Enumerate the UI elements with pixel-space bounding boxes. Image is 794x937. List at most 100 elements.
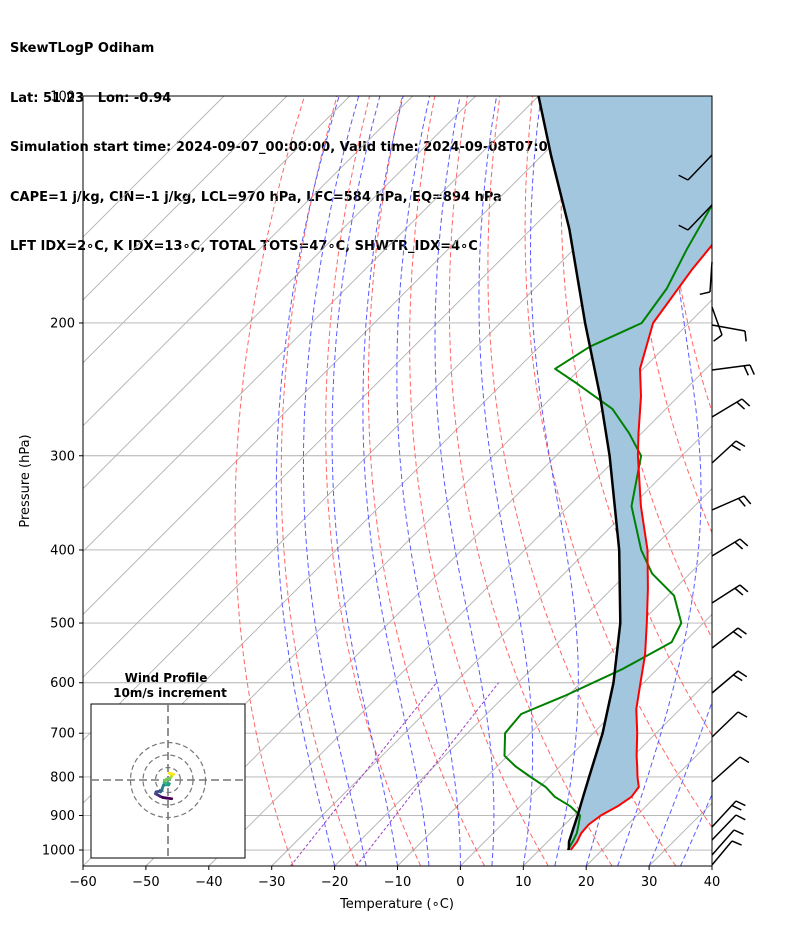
isotherm-line: [83, 96, 414, 427]
isotherm-line: [83, 96, 602, 616]
dry-adiabat: [409, 96, 549, 866]
wind-barb-flag: [737, 627, 747, 635]
x-axis-label: Temperature (∘C): [339, 897, 454, 912]
parcel-line: [537, 96, 622, 851]
wind-barb-flag: [734, 587, 744, 596]
moist-adiabat: [478, 96, 534, 866]
wind-barb-shaft: [711, 364, 751, 371]
wind-barb-flag: [734, 541, 744, 550]
hodograph-trace-segment: [170, 772, 176, 776]
wind-barb-shaft: [711, 584, 741, 604]
wind-barb-shaft: [711, 814, 737, 841]
x-tick-label: 30: [641, 875, 658, 890]
hodograph-subtitle: 10m/s increment: [113, 686, 227, 700]
isotherm-line: [334, 487, 712, 866]
wind-barb-shaft: [711, 711, 739, 738]
x-tick-label: −60: [69, 875, 96, 890]
y-tick-label: 900: [50, 809, 75, 824]
wind-barb: [711, 306, 723, 342]
wind-barb-shaft: [711, 440, 737, 464]
wind-barb: [711, 324, 747, 342]
wind-barb: [711, 440, 746, 464]
wind-barb-flag: [736, 401, 746, 410]
wind-barb: [711, 670, 748, 694]
mixing-ratio-line: [290, 682, 437, 866]
y-tick-label: 700: [50, 727, 75, 742]
wind-barb-flag: [733, 674, 743, 682]
temperature-line: [569, 243, 712, 851]
wind-barb-shaft: [711, 840, 733, 866]
x-tick-label: −10: [384, 875, 411, 890]
moist-adiabat: [680, 793, 712, 866]
y-tick-label: 500: [50, 617, 75, 632]
hodograph-inset: Wind Profile 10m/s increment: [90, 671, 246, 859]
wind-barb-flag: [739, 538, 749, 547]
dewpoint-line: [503, 202, 712, 851]
series-lines: [503, 96, 712, 851]
wind-barb-flag: [743, 365, 750, 376]
wind-barb-shaft: [711, 829, 735, 856]
wind-barb-flag: [735, 800, 746, 807]
wind-barb-shaft: [711, 627, 739, 649]
moist-adiabat: [396, 96, 461, 866]
isotherm-line: [397, 550, 712, 866]
y-tick-label: 100: [50, 90, 75, 105]
x-tick-label: −30: [258, 875, 285, 890]
wind-barb: [711, 627, 747, 649]
x-tick-label: 40: [704, 875, 721, 890]
wind-barb-flag: [741, 398, 751, 407]
wind-barb: [711, 814, 746, 841]
wind-barb-flag: [744, 330, 747, 342]
wind-barb: [711, 829, 744, 856]
wind-barb: [678, 204, 713, 231]
wind-barb-flag: [733, 829, 744, 836]
dry-adiabat: [487, 96, 677, 866]
wind-barbs: [678, 154, 755, 866]
wind-barb-flag: [678, 224, 689, 231]
cape-shading: [538, 96, 712, 850]
isotherm-line: [460, 613, 712, 866]
isotherm-line: [711, 865, 712, 866]
x-tick-label: −50: [132, 875, 159, 890]
wind-barb-flag: [739, 584, 749, 593]
wind-barb-shaft: [711, 670, 739, 694]
moist-adiabat: [362, 96, 430, 866]
wind-barb-flag: [713, 334, 723, 342]
y-tick-label: 800: [50, 770, 75, 785]
wind-barb: [711, 364, 755, 376]
dry-adiabat: [524, 96, 712, 829]
wind-barb-shaft: [711, 324, 746, 332]
wind-barb-flag: [743, 495, 752, 505]
dry-adiabat: [234, 96, 305, 866]
wind-barb: [711, 538, 749, 557]
dry-adiabat: [662, 96, 712, 414]
wind-barb-flag: [735, 814, 746, 821]
y-axis-label: Pressure (hPa): [18, 434, 33, 527]
moist-adiabat: [331, 96, 398, 866]
wind-barb-flag: [737, 711, 748, 718]
isotherm-line: [83, 96, 476, 490]
cape-area: [538, 96, 712, 850]
moist-adiabat: [275, 96, 340, 866]
wind-barb-flag: [737, 497, 746, 507]
isotherm-line: [83, 96, 351, 364]
x-tick-label: −40: [195, 875, 222, 890]
isotherm-line: [271, 425, 712, 866]
wind-barb-shaft: [711, 306, 723, 336]
moist-adiabat: [434, 96, 495, 866]
wind-barb-flag: [735, 440, 746, 447]
wind-barb-flag: [678, 174, 689, 181]
wind-barb-shaft: [687, 154, 713, 181]
wind-barb: [711, 495, 752, 511]
title-line: SkewTLogP Odiham: [10, 41, 155, 56]
wind-barb: [711, 756, 750, 783]
wind-barb-shaft: [709, 261, 713, 293]
moist-adiabat: [302, 96, 367, 866]
location-line: Lat: 51.23 Lon: -0.94: [10, 90, 172, 106]
wind-barb-flag: [739, 756, 750, 764]
wind-barb-flag: [731, 840, 742, 846]
moist-adiabat: [711, 864, 712, 866]
y-tick-label: 400: [50, 543, 75, 558]
y-tick-label: 600: [50, 676, 75, 691]
